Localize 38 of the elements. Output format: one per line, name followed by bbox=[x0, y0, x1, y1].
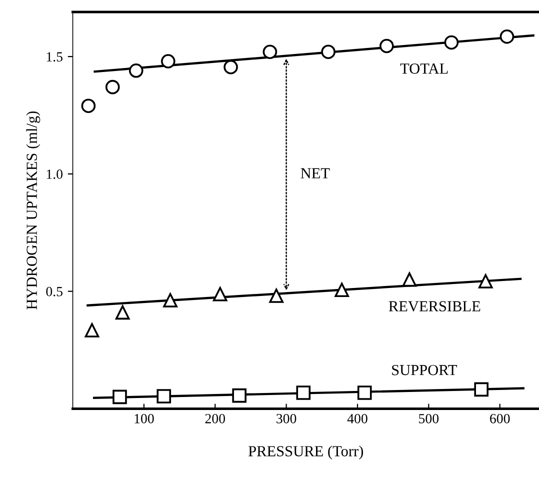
series-label: SUPPORT bbox=[392, 364, 457, 376]
x-tick-label: 400 bbox=[347, 414, 368, 424]
x-tick-label: 100 bbox=[134, 414, 154, 424]
point bbox=[334, 282, 349, 298]
point bbox=[357, 386, 372, 400]
point bbox=[269, 288, 284, 303]
point bbox=[321, 44, 336, 60]
annotation: NET bbox=[300, 168, 330, 178]
point bbox=[296, 386, 311, 400]
x-tick-label: 200 bbox=[205, 414, 226, 424]
point bbox=[160, 54, 176, 68]
point bbox=[112, 390, 127, 404]
point bbox=[478, 274, 493, 288]
series-label: TOTAL bbox=[400, 63, 448, 74]
point bbox=[262, 44, 278, 60]
point bbox=[156, 389, 172, 404]
point bbox=[81, 98, 96, 114]
x-tick-label: 600 bbox=[490, 414, 510, 424]
point bbox=[500, 29, 514, 44]
point bbox=[128, 63, 144, 78]
y-tick-label: 1.5 bbox=[46, 52, 62, 62]
y-tick-label: 0.5 bbox=[46, 286, 62, 296]
point bbox=[380, 38, 394, 54]
point bbox=[212, 286, 228, 302]
point bbox=[474, 382, 488, 397]
point bbox=[163, 293, 178, 308]
y-tick-label: 1.0 bbox=[46, 170, 63, 179]
point bbox=[105, 80, 120, 94]
point bbox=[224, 60, 238, 74]
point bbox=[84, 323, 100, 338]
series-label: REVERSIBLE bbox=[388, 301, 480, 312]
x-tick-label: 300 bbox=[276, 414, 296, 424]
x-tick-label: 500 bbox=[419, 414, 439, 424]
point bbox=[444, 35, 459, 50]
x-axis-title: PRESSURE (Torr) bbox=[248, 446, 364, 460]
y-axis-title: HYDROGEN UPTAKES (ml/g) bbox=[26, 111, 40, 310]
point bbox=[115, 305, 130, 320]
point bbox=[232, 388, 246, 403]
